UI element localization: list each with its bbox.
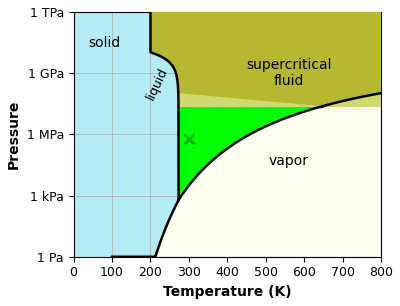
Polygon shape xyxy=(150,12,381,107)
Polygon shape xyxy=(150,12,381,106)
X-axis label: Temperature (K): Temperature (K) xyxy=(163,285,292,299)
Text: solid: solid xyxy=(88,36,120,50)
Polygon shape xyxy=(112,107,381,257)
Y-axis label: Pressure: Pressure xyxy=(7,100,21,169)
Text: supercritical
fluid: supercritical fluid xyxy=(246,58,332,88)
Text: vapor: vapor xyxy=(269,154,309,168)
Polygon shape xyxy=(178,107,322,200)
Text: liquid: liquid xyxy=(144,65,170,102)
